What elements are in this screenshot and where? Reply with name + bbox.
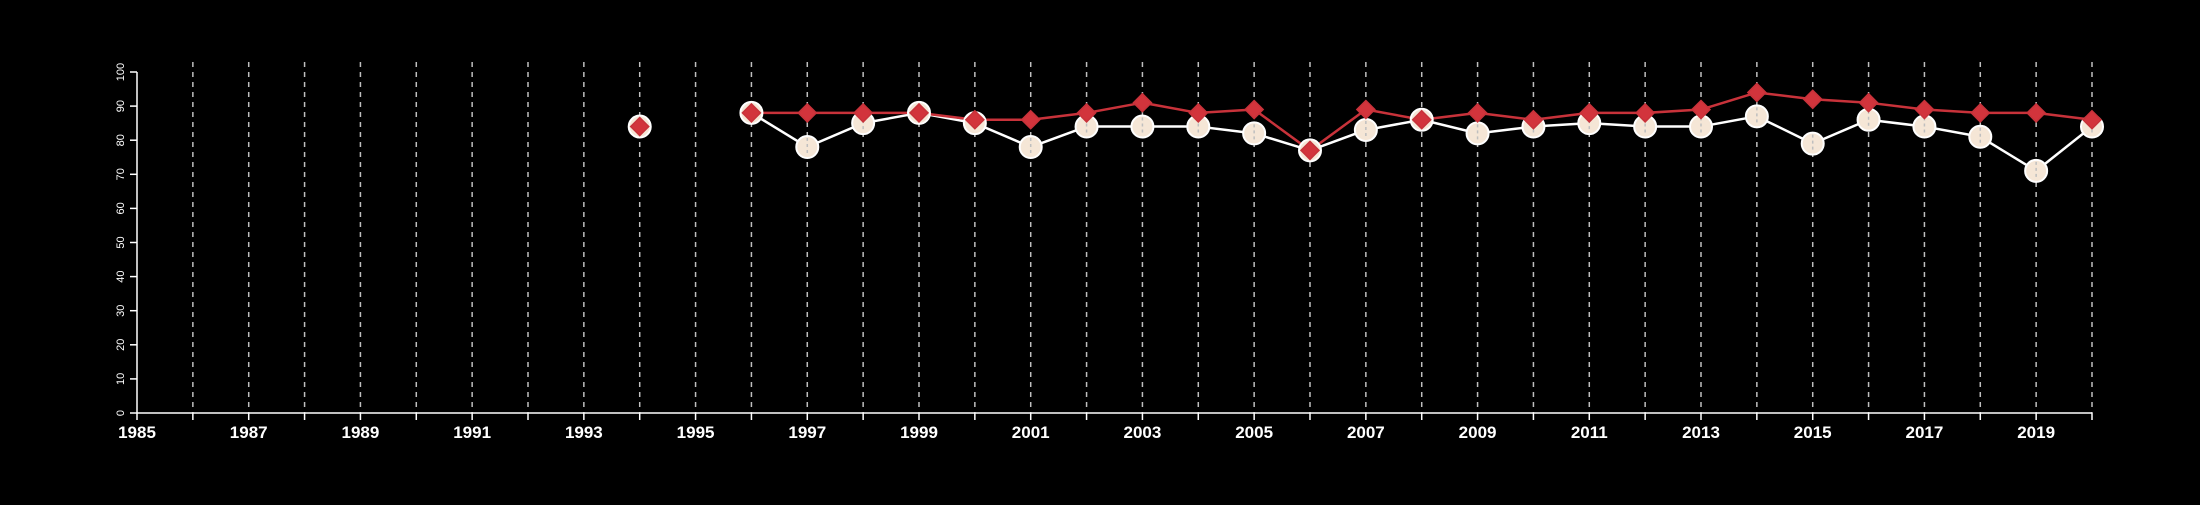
x-tick-label-2003: 2003 xyxy=(1124,423,1162,442)
diamond-point-2020 xyxy=(2081,109,2103,130)
series-1-segment-2011 xyxy=(1533,111,1590,121)
x-tick-label-2013: 2013 xyxy=(1682,423,1720,442)
y-tick-label-80: 80 xyxy=(115,134,127,146)
diamond-point-2014 xyxy=(1746,82,1767,103)
x-tick-label-1993: 1993 xyxy=(565,423,603,442)
y-tick-label-90: 90 xyxy=(115,100,127,112)
y-tick-label-40: 40 xyxy=(115,270,127,282)
diamond-point-2000 xyxy=(964,109,985,130)
diamond-point-2010 xyxy=(1523,109,1544,130)
grid-lines xyxy=(192,62,2093,413)
x-tick-label-1985: 1985 xyxy=(118,423,156,442)
diamond-point-2004 xyxy=(1188,102,1209,123)
diamond-point-2015 xyxy=(1802,89,1823,110)
y-tick-label-50: 50 xyxy=(115,236,127,248)
series-1-segment-2017 xyxy=(1868,101,1925,111)
y-tick-label-60: 60 xyxy=(115,202,127,214)
diamond-point-2008 xyxy=(1411,109,1432,130)
x-tick-label-2015: 2015 xyxy=(1794,423,1832,442)
series-1-segment-2014 xyxy=(1700,91,1758,111)
diamond-point-2002 xyxy=(1076,102,1097,123)
diamond-point-2013 xyxy=(1690,99,1712,120)
diamond-point-1996 xyxy=(741,102,762,123)
y-tick-label-30: 30 xyxy=(115,305,127,317)
x-tick-label-2011: 2011 xyxy=(1571,423,1608,442)
y-tick-label-0: 0 xyxy=(115,410,127,416)
diamond-point-2007 xyxy=(1355,99,1376,120)
series-1-segment-2004 xyxy=(1142,101,1199,115)
diamond-point-2012 xyxy=(1635,102,1656,123)
diamond-point-2017 xyxy=(1914,99,1935,120)
diamond-point-1998 xyxy=(853,102,874,123)
diamond-point-2019 xyxy=(2026,102,2047,123)
diamond-point-1994 xyxy=(629,116,650,137)
x-tick-label-2005: 2005 xyxy=(1235,423,1273,442)
diamond-point-1999 xyxy=(908,102,930,123)
series-layer xyxy=(627,82,2104,183)
series-1-segment-2015 xyxy=(1756,91,1813,101)
diamond-point-2006 xyxy=(1299,140,1321,161)
x-tick-label-2001: 2001 xyxy=(1012,423,1050,442)
diamond-point-2011 xyxy=(1579,102,1600,123)
x-tick-label-1991: 1991 xyxy=(453,423,491,442)
diamond-point-2018 xyxy=(1970,102,1991,123)
series-1-segment-2003 xyxy=(1086,101,1143,115)
diamond-point-1997 xyxy=(797,102,818,123)
series-1-markers xyxy=(629,82,2103,161)
x-tick-label-1995: 1995 xyxy=(677,423,715,442)
series-1-segment-2010 xyxy=(1477,111,1534,121)
diamond-point-2009 xyxy=(1467,102,1488,123)
x-tick-label-2007: 2007 xyxy=(1347,423,1385,442)
x-tick-label-1997: 1997 xyxy=(788,423,826,442)
series-1-segment-2002 xyxy=(1030,111,1087,121)
x-tick-label-1989: 1989 xyxy=(342,423,380,442)
diamond-point-2003 xyxy=(1132,92,1153,113)
axes: 0 10 20 30 40 50 60 70 80 90 100 1985 1987 1989 1991 19… xyxy=(115,63,2093,442)
x-tick-label-2009: 2009 xyxy=(1459,423,1497,442)
diamond-point-2016 xyxy=(1858,92,1879,113)
x-tick-label-2019: 2019 xyxy=(2017,423,2055,442)
y-tick-label-70: 70 xyxy=(115,168,127,180)
diamond-point-2001 xyxy=(1020,109,1041,130)
x-tick-label-2017: 2017 xyxy=(1906,423,1944,442)
y-tick-label-10: 10 xyxy=(115,373,127,385)
series-1-segment-2020 xyxy=(2035,111,2093,121)
y-tick-label-100: 100 xyxy=(115,63,127,81)
x-tick-label-1987: 1987 xyxy=(230,423,268,442)
y-tick-label-20: 20 xyxy=(115,339,127,351)
x-tick-label-1999: 1999 xyxy=(900,423,938,442)
diamond-point-2005 xyxy=(1244,99,1265,120)
